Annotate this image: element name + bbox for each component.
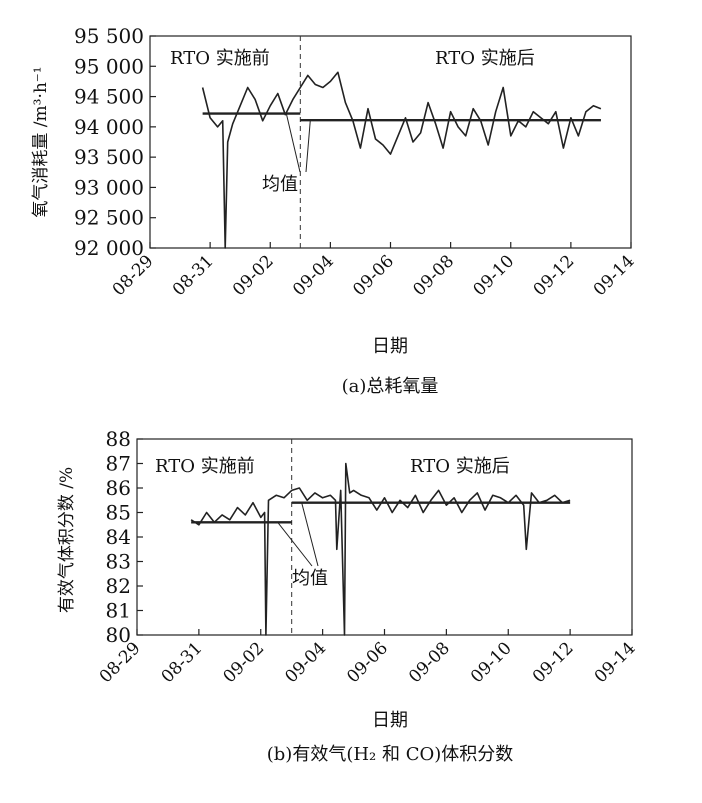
chart-b-y-tick-label: 82 <box>106 574 131 598</box>
chart-a-x-tick-label: 09-04 <box>289 251 338 300</box>
chart-b-x-tick-label: 09-04 <box>281 638 330 687</box>
chart-a-data-line <box>201 71 602 249</box>
chart-a-caption: (a)总耗氧量 <box>342 376 439 397</box>
chart-b-xlabel: 日期 <box>372 710 408 731</box>
chart-a-x-tick-label: 09-12 <box>530 251 579 300</box>
chart-b-y-tick-label: 84 <box>106 525 131 549</box>
chart-a-label-before: RTO 实施前 <box>170 48 270 69</box>
chart-b-label-after: RTO 实施后 <box>410 456 510 477</box>
chart-b-y-tick-label: 85 <box>106 501 131 525</box>
chart-b-mean-leader-after <box>301 502 319 567</box>
chart-a-oxygen-consumption: 08-29 08-31 09-02 09-04 09-06 09-08 09-10 09-12… <box>31 24 639 397</box>
chart-b-x-tick-label: 09-02 <box>219 638 268 687</box>
chart-b-x-tick-label: 09-06 <box>343 638 392 687</box>
chart-b-y-tick-label: 88 <box>106 427 131 451</box>
chart-b-x-tick-label: 09-08 <box>405 638 454 687</box>
chart-a-ylabel: 氧气消耗量 /m³·h⁻¹ <box>31 66 51 217</box>
chart-a-x-tick-label: 09-08 <box>409 251 458 300</box>
chart-a-means <box>202 112 601 173</box>
chart-a-y-tick-label: 94 500 <box>74 85 144 109</box>
chart-a-ticks: 08-29 08-31 09-02 09-04 09-06 09-08 09-10 09-12… <box>74 24 639 300</box>
chart-b-x-tick-label: 09-14 <box>591 638 640 687</box>
chart-a-x-tick-label: 08-31 <box>169 251 218 300</box>
chart-b-label-before: RTO 实施前 <box>155 456 255 477</box>
chart-a-y-tick-label: 95 500 <box>74 24 144 48</box>
chart-a-y-tick-label: 94 000 <box>74 115 144 139</box>
chart-b-effective-gas: 08-29 08-31 09-02 09-04 09-06 09-08 09-10 09-12… <box>57 427 640 765</box>
chart-a-xlabel: 日期 <box>372 336 408 357</box>
chart-b-caption: (b)有效气(H₂ 和 CO)体积分数 <box>267 744 514 765</box>
chart-a-y-tick-label: 95 000 <box>74 54 144 78</box>
chart-b-x-tick-label: 09-10 <box>467 638 516 687</box>
chart-a-mean-label: 均值 <box>262 174 298 195</box>
chart-b-series <box>190 462 571 636</box>
chart-a-x-tick-label: 09-10 <box>469 251 518 300</box>
chart-b-y-tick-label: 86 <box>106 476 131 500</box>
chart-b-y-tick-label: 81 <box>106 599 131 623</box>
chart-b-mean-leader-before <box>277 521 313 567</box>
chart-b-y-tick-label: 80 <box>106 623 131 647</box>
chart-a-y-tick-label: 92 500 <box>74 206 144 230</box>
chart-a-mean-leader-before <box>285 113 301 173</box>
chart-b-x-tick-label: 09-12 <box>529 638 578 687</box>
chart-b-x-tick-label: 08-31 <box>158 638 207 687</box>
chart-a-y-tick-label: 93 500 <box>74 145 144 169</box>
chart-a-y-tick-label: 92 000 <box>74 236 144 260</box>
chart-a-x-tick-label: 09-06 <box>349 251 398 300</box>
chart-b-y-tick-label: 87 <box>106 452 131 476</box>
chart-b-data-line <box>190 462 571 636</box>
chart-a-x-tick-label: 09-02 <box>229 251 278 300</box>
chart-a-label-after: RTO 实施后 <box>435 48 535 69</box>
chart-b-y-tick-label: 83 <box>106 550 131 574</box>
chart-a-x-tick-label: 09-14 <box>590 251 639 300</box>
chart-a-mean-leader-after <box>305 120 311 173</box>
chart-a-y-tick-label: 93 000 <box>74 175 144 199</box>
chart-a-series <box>201 71 602 249</box>
chart-b-means <box>191 501 571 567</box>
chart-b-ylabel: 有效气体积分数 /% <box>57 467 77 613</box>
chart-b-mean-label: 均值 <box>292 568 328 589</box>
